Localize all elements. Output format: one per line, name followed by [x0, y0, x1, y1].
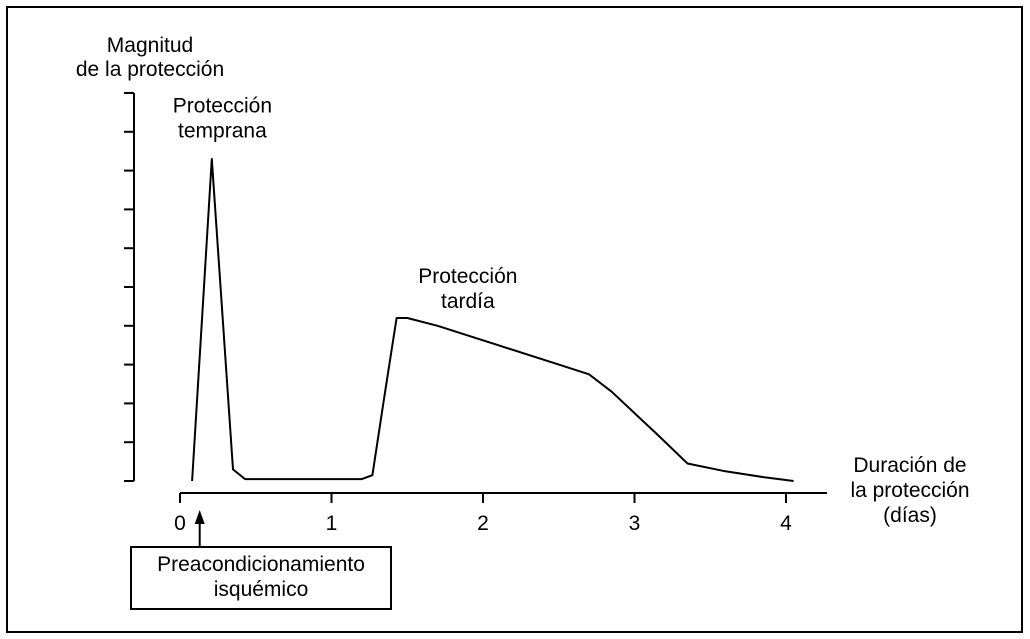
x-tick-label: 4 [780, 512, 792, 535]
annotation-text: Protección [418, 265, 517, 288]
x-tick-label: 2 [477, 512, 489, 535]
marker-label: isquémico [214, 578, 309, 601]
series-line [191, 158, 794, 482]
series-layer [191, 158, 794, 482]
x-tick-label: 0 [174, 512, 186, 535]
y-ticks [124, 92, 134, 482]
x-ticks: 0 1 2 3 4 [174, 493, 792, 535]
y-axis-label-line-1: Magnitud [107, 34, 193, 57]
marker-arrow-head [194, 510, 205, 524]
annotation-text: temprana [178, 119, 267, 142]
x-axis-label-line-1: Duración de [853, 454, 966, 477]
x-axis-label-line-3: (días) [883, 504, 937, 527]
annotation-text: tardía [441, 290, 495, 313]
outer-border [6, 6, 1023, 633]
marker-label: Preacondicionamiento [157, 553, 365, 576]
y-axis-label-line-2: de la protección [76, 58, 224, 81]
annotation-text: Protección [173, 94, 272, 117]
x-tick-label: 3 [629, 512, 641, 535]
marker-box [130, 546, 392, 610]
x-axis-label-line-2: la protección [850, 479, 969, 502]
x-tick-label: 1 [326, 512, 338, 535]
